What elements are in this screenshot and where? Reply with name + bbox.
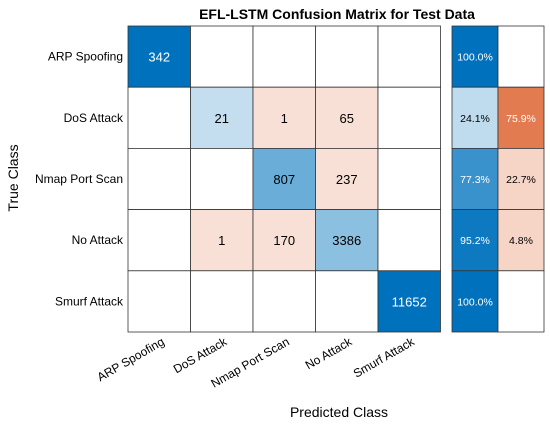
matrix-cell bbox=[377, 147, 441, 210]
matrix-cell bbox=[190, 86, 254, 149]
matrix-cell bbox=[252, 86, 316, 149]
summary-cell bbox=[451, 147, 499, 210]
summary-cell-value: 77.3% bbox=[460, 174, 490, 186]
summary-cell-value: 95.2% bbox=[460, 235, 490, 247]
matrix-cell bbox=[377, 25, 441, 88]
matrix-cell bbox=[377, 270, 441, 333]
x-tick-label: No Attack bbox=[303, 334, 355, 372]
summary-cell-value: 100.0% bbox=[457, 52, 493, 64]
x-tick-label: Smurf Attack bbox=[351, 334, 418, 381]
matrix-cell bbox=[190, 25, 254, 88]
y-axis-label: True Class bbox=[5, 144, 21, 211]
summary-cell-value: 100.0% bbox=[457, 296, 493, 308]
summary-cell-value: 22.7% bbox=[506, 174, 536, 186]
matrix-cell-value: 21 bbox=[215, 111, 229, 126]
x-tick-label: ARP Spoofing bbox=[95, 334, 167, 384]
matrix-cell bbox=[127, 270, 191, 333]
matrix-cell bbox=[127, 209, 191, 272]
x-tick-label: DoS Attack bbox=[171, 334, 230, 376]
matrix-cell bbox=[127, 25, 191, 88]
matrix-cell bbox=[315, 25, 379, 88]
summary-cell bbox=[497, 147, 545, 210]
matrix-cell bbox=[252, 209, 316, 272]
summary-cell bbox=[451, 86, 499, 149]
matrix-cell bbox=[252, 147, 316, 210]
summary-cell bbox=[497, 270, 545, 333]
y-tick-labels: ARP Spoofing DoS Attack Nmap Port Scan No A… bbox=[35, 50, 124, 309]
matrix-cell bbox=[190, 270, 254, 333]
y-tick-label: DoS Attack bbox=[64, 111, 124, 125]
matrix-cell bbox=[315, 86, 379, 149]
y-tick-label: Smurf Attack bbox=[55, 294, 124, 308]
matrix-cell-value: 11652 bbox=[392, 294, 427, 309]
matrix-cell-value: 1 bbox=[281, 111, 288, 126]
x-axis-label: Predicted Class bbox=[290, 404, 388, 420]
matrix-cell bbox=[252, 270, 316, 333]
matrix-grid: 342 21 1 65 807 237 1 170 3386 11652 bbox=[127, 25, 441, 333]
matrix-cell-value: 342 bbox=[148, 50, 170, 65]
y-tick-label: ARP Spoofing bbox=[48, 50, 123, 64]
matrix-cell-value: 65 bbox=[340, 111, 354, 126]
matrix-cell-value: 170 bbox=[273, 233, 295, 248]
summary-cell bbox=[451, 209, 499, 272]
summary-cell-value: 75.9% bbox=[506, 113, 536, 125]
row-summary-grid: 100.0% 24.1% 75.9% 77.3% 22.7% 95.2% 4.8% 100.0… bbox=[451, 25, 545, 333]
summary-cell-value: 24.1% bbox=[460, 113, 490, 125]
summary-cell-value: 4.8% bbox=[509, 235, 533, 247]
matrix-cell bbox=[127, 147, 191, 210]
matrix-cell-value: 1 bbox=[218, 233, 225, 248]
matrix-cell bbox=[377, 209, 441, 272]
matrix-cell bbox=[315, 147, 379, 210]
chart-title: EFL-LSTM Confusion Matrix for Test Data bbox=[199, 6, 475, 22]
summary-cell bbox=[451, 270, 499, 333]
summary-cell bbox=[497, 25, 545, 88]
y-tick-label: Nmap Port Scan bbox=[35, 172, 123, 186]
matrix-cell-value: 237 bbox=[336, 172, 358, 187]
summary-cell bbox=[497, 209, 545, 272]
y-tick-label: No Attack bbox=[72, 233, 124, 247]
matrix-cell bbox=[377, 86, 441, 149]
matrix-cell bbox=[190, 147, 254, 210]
matrix-cell-value: 3386 bbox=[332, 233, 361, 248]
matrix-cell-value: 807 bbox=[273, 172, 295, 187]
matrix-cell bbox=[315, 270, 379, 333]
matrix-cell bbox=[127, 86, 191, 149]
matrix-cell bbox=[252, 25, 316, 88]
